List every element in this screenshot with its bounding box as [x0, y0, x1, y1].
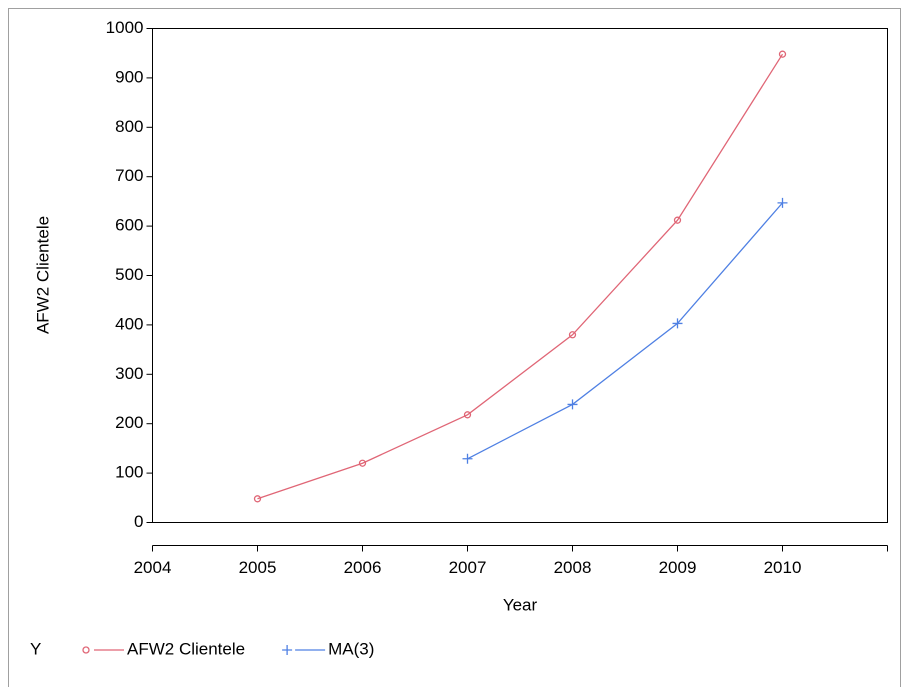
y-tick-label: 400 — [115, 314, 143, 333]
x-tick-label: 2010 — [764, 558, 802, 577]
x-tick-label: 2009 — [659, 558, 697, 577]
y-tick-label: 800 — [115, 117, 143, 136]
y-tick-label: 700 — [115, 166, 143, 185]
x-axis-label: Year — [503, 595, 538, 614]
series-line — [257, 53, 784, 500]
point — [568, 331, 577, 339]
x-tick-label: 2006 — [344, 558, 382, 577]
plot-frame — [152, 28, 888, 523]
legend-marker — [282, 645, 293, 655]
y-axis-label: AFW2 Clientele — [33, 216, 52, 334]
x-tick-label: 2004 — [134, 558, 172, 577]
y-tick-label: 0 — [134, 512, 143, 531]
point — [673, 216, 682, 224]
series-line — [467, 202, 783, 460]
panel-border — [8, 8, 901, 687]
y-tick-label: 1000 — [106, 18, 144, 37]
point — [358, 459, 367, 467]
legend-marker — [82, 646, 90, 654]
point — [253, 495, 262, 503]
point — [567, 399, 578, 410]
y-tick-label: 300 — [115, 364, 143, 383]
point — [672, 318, 683, 329]
y-tick-label: 900 — [115, 67, 143, 86]
y-tick-label: 600 — [115, 216, 143, 235]
point — [462, 453, 473, 464]
point — [778, 50, 787, 58]
y-tick-label: 200 — [115, 413, 143, 432]
y-tick-label: 100 — [115, 463, 143, 482]
legend-label: MA(3) — [328, 639, 374, 658]
x-tick-label: 2008 — [554, 558, 592, 577]
x-tick-label: 2005 — [239, 558, 277, 577]
point — [463, 411, 472, 419]
y-tick-label: 500 — [115, 265, 143, 284]
x-tick-label: 2007 — [449, 558, 487, 577]
legend-label: AFW2 Clientele — [127, 639, 245, 658]
legend-title: Y — [30, 639, 41, 658]
point — [777, 197, 788, 208]
